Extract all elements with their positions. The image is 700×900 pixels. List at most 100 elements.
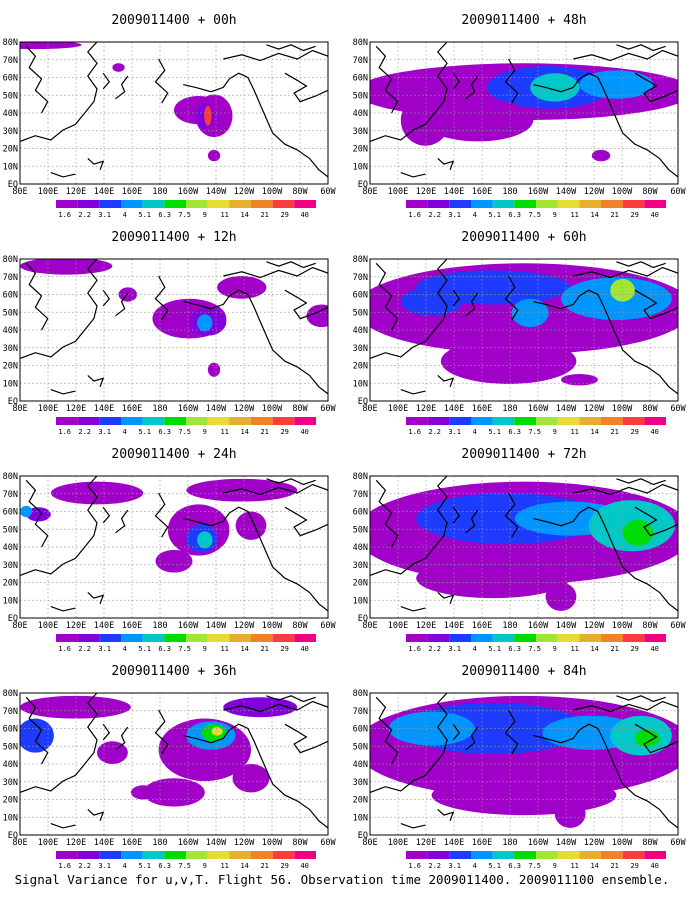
x-tick-label: 140W [556,187,577,197]
x-tick-label: 160E [122,404,142,414]
colorbar-swatch [294,417,316,425]
colorbar-swatch [251,417,273,425]
y-tick-label: 80N [3,689,18,699]
coastline [370,476,448,576]
map-frame [369,475,679,619]
x-tick-label: 80W [292,621,308,631]
x-tick-label: 180 [152,838,167,848]
coastline [223,266,328,279]
coastline [573,49,678,62]
colorbar-swatch [229,634,251,642]
colorbar-swatch [186,200,208,208]
colorbar-swatch [601,200,623,208]
gridlines [20,476,328,618]
coastline [284,72,328,103]
contour-region [204,105,212,126]
contour-region [554,799,586,828]
y-tick-label: EQ [8,397,18,407]
coastline [437,808,455,822]
coastline [223,483,328,496]
colorbar-swatch [644,634,666,642]
colorbar-swatch [536,200,558,208]
contour-region [634,729,660,747]
contour-region [545,582,577,611]
x-tick-label: 160W [528,838,549,848]
colorbar-label: 1.6 [408,428,421,436]
colorbar-swatch [294,634,316,642]
colorbar-swatch [121,851,143,859]
contour-region [416,558,571,599]
coastline [115,509,129,534]
y-tick-label: 20N [3,579,18,589]
colorbar-swatch [427,200,450,208]
y-tick-label: EQ [358,831,368,841]
colorbar-swatch [207,851,230,859]
coastline [634,506,678,537]
colorbar-label: 14 [590,645,598,653]
colorbar-label: 40 [300,211,308,219]
coastline [115,75,129,100]
contour-region [130,785,156,800]
x-tick-label: 80E [12,404,27,414]
x-tick-label: 100E [388,838,408,848]
colorbar-label: 29 [280,211,288,219]
y-tick-label: 20N [3,796,18,806]
coastlines [20,42,328,178]
x-tick-label: 80E [362,187,377,197]
coastline [154,58,169,104]
coastline [533,289,678,395]
x-tick-label: 80W [642,838,658,848]
coastline [154,492,169,538]
colorbar-swatch [492,851,515,859]
colorbar-swatch [622,200,645,208]
colorbar-swatch [207,417,230,425]
colorbar-swatch [229,200,251,208]
x-tick-label: 140E [94,838,114,848]
coastline [504,275,519,321]
coastline [223,49,328,62]
coastline [533,72,678,178]
colorbar-label: 6.3 [158,211,171,219]
contour-region [20,695,131,719]
x-tick-label: 80W [642,404,658,414]
x-tick-label: 160E [472,404,492,414]
colorbar-swatch [514,634,536,642]
colorbar-swatch [471,417,493,425]
colorbar-swatch [142,634,165,642]
map-panel: 2009011400 + 72h 80E 100E 120E 140E 160E 180 16… [353,447,687,653]
contour-region [97,741,128,764]
x-tick-label: 160W [178,838,199,848]
colorbar-label: 11 [570,428,578,436]
colorbar-swatch [121,200,143,208]
y-tick-label: 70N [3,56,18,66]
x-tick-label: 160E [472,838,492,848]
y-tick-label: 80N [3,472,18,482]
x-tick-label: 120W [234,621,255,631]
colorbar-label: 7.5 [528,428,541,436]
colorbar-label: 3.1 [98,645,111,653]
contour-region [20,42,82,50]
colorbar-swatch [272,417,295,425]
colorbar-swatch [77,634,100,642]
contour-region [207,149,221,162]
colorbar-swatch [56,634,78,642]
colorbar-label: 14 [240,862,248,870]
colorbar-label: 11 [570,862,578,870]
x-tick-label: 140E [444,404,464,414]
y-tick-label: 30N [353,344,368,354]
y-tick-label: 30N [3,778,18,788]
colorbar-label: 11 [570,645,578,653]
x-tick-label: 160E [122,621,142,631]
colorbar-swatch [121,634,143,642]
y-tick-label: 20N [353,362,368,372]
map-background [20,42,328,184]
coastline [183,72,328,178]
contour-region [155,549,193,573]
coastline [370,693,448,793]
x-tick-label: 60W [670,621,686,631]
contour-region [400,94,451,146]
x-tick-label: 140W [206,621,227,631]
colorbar-swatch [99,200,121,208]
map-frame [19,41,329,185]
colorbar-label: 29 [280,862,288,870]
